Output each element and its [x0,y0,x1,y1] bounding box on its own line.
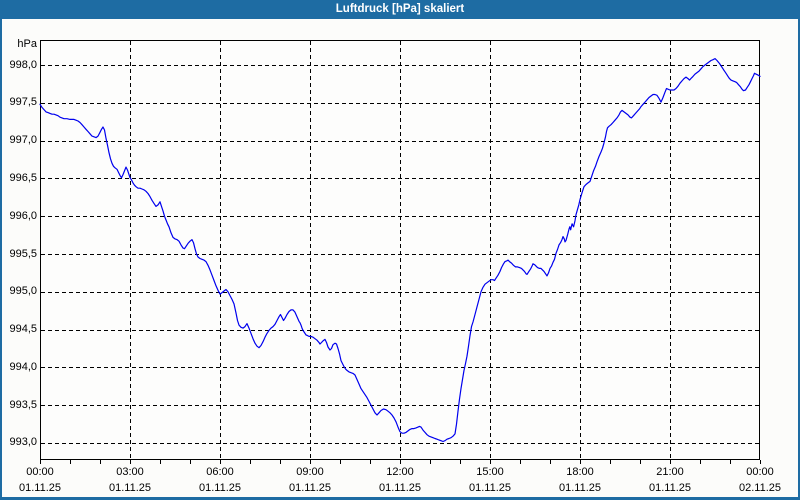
x-tick-time-label: 09:00 [296,466,324,478]
x-tick-date-label: 01.11.25 [18,482,61,494]
y-tick-label: 997,5 [9,96,37,109]
y-tick-label: 994,0 [9,360,37,373]
y-tick-label: 994,5 [9,323,37,336]
x-tick-time-label: 03:00 [116,466,144,478]
plot-background [40,40,760,460]
x-tick-time-label: 18:00 [566,466,594,478]
x-tick-time-label: 12:00 [386,466,414,478]
plot-border [40,40,760,460]
x-tick-time-label: 06:00 [206,466,234,478]
x-tick-date-label: 01.11.25 [288,482,331,494]
y-tick-label: 996,5 [9,171,37,184]
x-tick-date-label: 01.11.25 [198,482,241,494]
x-tick-time-label: 00:00 [26,466,54,478]
x-tick-date-label: 01.11.25 [468,482,511,494]
x-tick-time-label: 00:00 [746,466,774,478]
y-axis-unit-label: hPa [17,38,37,50]
y-tick-label: 996,0 [9,209,37,222]
x-tick-time-label: 21:00 [656,466,684,478]
y-tick-label: 998,0 [9,58,37,71]
y-tick-label: 993,0 [9,436,37,449]
x-tick-date-label: 01.11.25 [648,482,691,494]
x-tick-date-label: 01.11.25 [558,482,601,494]
x-tick-date-label: 01.11.25 [108,482,151,494]
x-tick-date-label: 02.11.25 [738,482,781,494]
x-tick-date-label: 01.11.25 [378,482,421,494]
y-tick-label: 993,5 [9,398,37,411]
x-tick-time-label: 15:00 [476,466,504,478]
y-tick-label: 995,5 [9,247,37,260]
window-title: Luftdruck [hPa] skaliert [0,0,800,19]
y-tick-label: 997,0 [9,134,37,147]
pressure-series-line [39,57,761,443]
y-tick-label: 995,0 [9,285,37,298]
